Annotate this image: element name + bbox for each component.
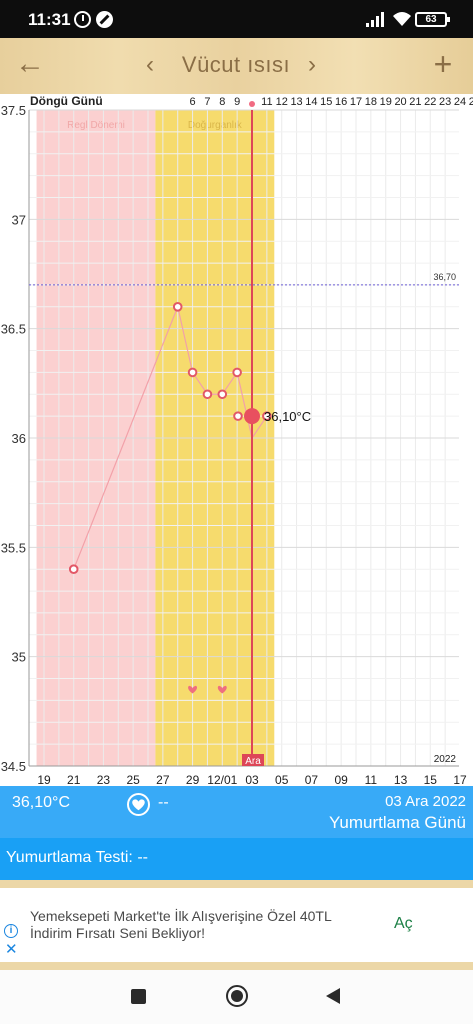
close-icon[interactable]: ✕ bbox=[5, 941, 18, 958]
cycle-day-tick: 6 bbox=[190, 96, 196, 108]
y-tick-label: 37.5 bbox=[1, 103, 26, 118]
cycle-day-tick: 23 bbox=[439, 96, 451, 108]
do-not-disturb-icon bbox=[96, 11, 113, 28]
date-tick-label: 21 bbox=[67, 773, 81, 786]
date-tick-label: 27 bbox=[156, 773, 170, 786]
cycle-day-tick: 13 bbox=[290, 96, 302, 108]
band-label-0: Regl Dönemi bbox=[67, 120, 125, 131]
month-marker: Ara bbox=[245, 756, 261, 767]
date-tick-label: 13 bbox=[394, 773, 408, 786]
y-tick-label: 34.5 bbox=[1, 759, 26, 774]
heart-marker-icon bbox=[188, 685, 198, 694]
heart-value: -- bbox=[158, 794, 169, 811]
cycle-day-label: Döngü Günü bbox=[30, 94, 103, 108]
date-tick-label: 15 bbox=[424, 773, 438, 786]
add-icon[interactable]: + bbox=[433, 46, 453, 82]
data-point bbox=[233, 411, 243, 421]
date-tick-label: 12/01 bbox=[207, 773, 237, 786]
y-tick-label: 35 bbox=[12, 650, 26, 665]
signal-icon bbox=[366, 12, 384, 27]
selected-date: 03 Ara 2022 bbox=[385, 793, 466, 810]
data-point bbox=[187, 367, 198, 378]
temperature-chart[interactable]: Regl Dönemi Doğurganlık 37.5 37 36.5 36 35.5 35… bbox=[0, 94, 473, 786]
cycle-day-tick: 20 bbox=[394, 96, 406, 108]
date-tick-label: 19 bbox=[37, 773, 51, 786]
cycle-day-tick: 7 bbox=[204, 96, 210, 108]
cycle-day-tick: 17 bbox=[350, 96, 362, 108]
date-tick-label: 23 bbox=[97, 773, 111, 786]
chevron-left-icon[interactable]: ‹ bbox=[146, 51, 154, 78]
cycle-day-tick: 9 bbox=[234, 96, 240, 108]
home-icon[interactable] bbox=[226, 985, 248, 1007]
wifi-icon bbox=[393, 12, 411, 26]
page-title: Vücut ısısı bbox=[181, 52, 291, 77]
cycle-day-tick: 24 bbox=[454, 96, 466, 108]
ovulation-test-label: Yumurtlama Testi: -- bbox=[6, 849, 148, 866]
ad-open-button[interactable]: Aç bbox=[394, 915, 413, 932]
data-point bbox=[172, 302, 183, 312]
heart-marker-icon bbox=[217, 685, 227, 694]
band-label-1: Doğurganlık bbox=[188, 120, 243, 131]
cycle-day-tick: 22 bbox=[424, 96, 436, 108]
threshold-label: 36,70 bbox=[433, 272, 456, 282]
data-point bbox=[217, 389, 228, 400]
cycle-day-tick: 16 bbox=[335, 96, 347, 108]
y-tick-label: 37 bbox=[12, 212, 26, 227]
ad-info-icon[interactable]: i bbox=[4, 924, 18, 938]
selected-point bbox=[244, 408, 260, 425]
cycle-day-tick: 19 bbox=[380, 96, 392, 108]
cycle-day-tick: 12 bbox=[276, 96, 288, 108]
app-header: ← ‹ Vücut ısısı › + bbox=[0, 38, 473, 94]
date-tick-label: 17 bbox=[453, 773, 467, 786]
ad-text[interactable]: Yemeksepeti Market'te İlk Alışverişine Ö… bbox=[30, 908, 332, 941]
cycle-day-tick: 21 bbox=[409, 96, 421, 108]
today-dot bbox=[249, 101, 255, 107]
data-point bbox=[202, 389, 213, 400]
year-label: 2022 bbox=[434, 754, 457, 765]
cycle-phase: Yumurtlama Günü bbox=[328, 813, 466, 832]
date-tick-label: 29 bbox=[186, 773, 200, 786]
cycle-day-tick: 15 bbox=[320, 96, 332, 108]
data-point bbox=[68, 564, 79, 575]
heart-icon[interactable] bbox=[127, 793, 150, 816]
ad-banner[interactable]: Yemeksepeti Market'te İlk Alışverişine Ö… bbox=[0, 888, 473, 962]
date-tick-label: 03 bbox=[245, 773, 259, 786]
system-nav-bar bbox=[0, 970, 473, 1024]
recents-icon[interactable] bbox=[131, 989, 146, 1004]
cycle-day-tick: 25 bbox=[469, 96, 473, 108]
ovulation-test-bar[interactable]: Yumurtlama Testi: -- bbox=[0, 838, 473, 880]
chevron-right-icon[interactable]: › bbox=[308, 51, 316, 78]
data-point bbox=[232, 367, 242, 378]
date-tick-label: 09 bbox=[334, 773, 348, 786]
divider bbox=[0, 880, 473, 888]
date-tick-label: 25 bbox=[126, 773, 140, 786]
status-time: 11:31 bbox=[28, 10, 71, 29]
cycle-day-tick: 18 bbox=[365, 96, 377, 108]
date-tick-label: 11 bbox=[365, 773, 378, 786]
selected-value-label: 36,10°C bbox=[264, 409, 311, 424]
date-tick-label: 05 bbox=[275, 773, 289, 786]
cycle-day-tick: 14 bbox=[305, 96, 317, 108]
series-line bbox=[73, 304, 268, 570]
month-marker-bg bbox=[242, 754, 264, 766]
y-tick-label: 36.5 bbox=[1, 322, 26, 337]
cycle-day-tick: 8 bbox=[219, 96, 225, 108]
y-tick-label: 35.5 bbox=[1, 540, 26, 555]
y-tick-label: 36 bbox=[12, 431, 26, 446]
battery-icon: 63 bbox=[415, 12, 450, 27]
alarm-icon bbox=[74, 11, 91, 28]
nav-back-icon[interactable] bbox=[326, 988, 340, 1004]
divider bbox=[0, 962, 473, 970]
cycle-day-tick: 11 bbox=[261, 96, 272, 108]
selected-temperature: 36,10°C bbox=[12, 794, 70, 811]
data-point bbox=[262, 411, 272, 421]
status-bar: 11:31 63 bbox=[0, 0, 473, 38]
back-arrow-icon[interactable]: ← bbox=[15, 47, 45, 80]
selected-day-info: 36,10°C -- 03 Ara 2022 Yumurtlama Günü bbox=[0, 786, 473, 838]
date-tick-label: 07 bbox=[305, 773, 319, 786]
